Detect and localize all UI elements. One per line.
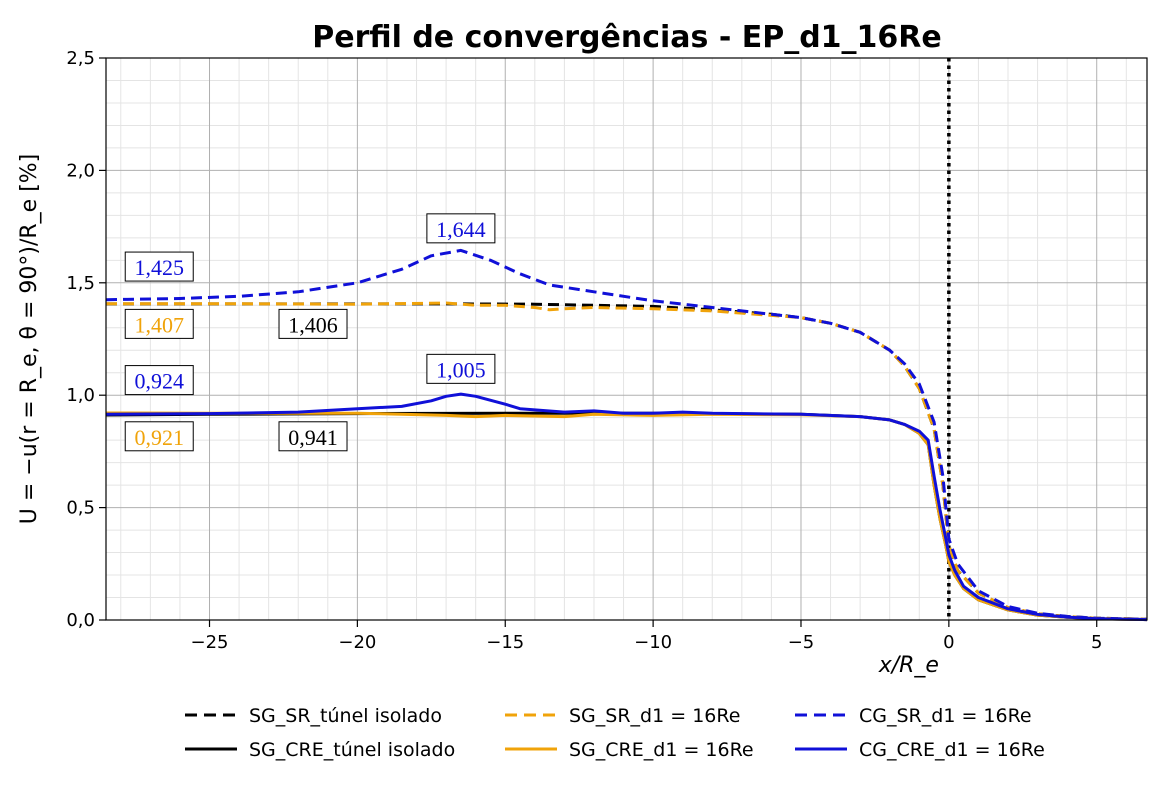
annotation-label: 1,406 [288,312,338,337]
series-line-1 [106,302,1148,621]
annotation-box [124,421,194,452]
annotations: 1,644 1,425 1,407 1,406 1,005 0,924 0,921 0,941 [124,213,496,452]
x-tick-label: −10 [634,632,672,653]
annotation-box [124,365,194,396]
annotation-box [124,251,194,282]
legend-label: SG_SR_d1 = 16Re [569,705,740,727]
x-tick-label: −25 [191,632,229,653]
x-tick-label: −5 [788,632,815,653]
annotation-box [278,421,348,452]
series-line-3 [105,248,1148,621]
annotation-box [278,308,348,339]
axis-ticks: −25 −20 −15 −10 −5 0 5 0,0 0,5 1,0 1,5 2,0 2,5 [66,48,1102,653]
series-line-5 [105,411,1148,622]
annotation-label: 0,924 [134,369,184,394]
x-tick-label: −15 [486,632,524,653]
x-tick-label: −20 [338,632,376,653]
legend-label: SG_CRE_túnel isolado [249,739,455,761]
major-grid [106,57,1147,621]
x-tick-label: 5 [1091,632,1102,653]
series-layer [105,248,1148,622]
annotation-box [426,353,496,384]
chart-title: Perfil de convergências - EP_d1_16Re [312,20,942,55]
annotation-label: 0,921 [134,425,184,450]
series-line-6 [105,392,1148,622]
x-axis-title: x/R_e [878,653,939,678]
annotation-label: 1,644 [436,217,486,242]
annotation-label: 1,425 [134,255,184,280]
annotation-label: 1,407 [134,312,184,337]
y-tick-label: 0,0 [66,610,95,631]
y-tick-label: 2,0 [66,160,95,181]
annotation-label: 1,005 [436,357,486,382]
y-tick-label: 1,5 [66,273,95,294]
legend: SG_SR_túnel isolado SG_SR_d1 = 16Re CG_SR_… [185,705,1045,761]
legend-label: SG_SR_túnel isolado [249,705,442,727]
y-axis-title: U = −u(r = R_e, θ = 90°)/R_e [%] [17,154,42,525]
y-tick-label: 1,0 [66,385,95,406]
legend-label: CG_CRE_d1 = 16Re [859,739,1045,761]
axis-titles: x/R_e U = −u(r = R_e, θ = 90°)/R_e [%] [17,154,939,678]
legend-label: SG_CRE_d1 = 16Re [569,739,754,761]
minor-grid [106,58,1147,620]
annotation-box [124,308,194,339]
series-line-4 [105,411,1148,622]
y-tick-label: 0,5 [66,498,95,519]
legend-label: CG_SR_d1 = 16Re [859,705,1032,727]
y-tick-label: 2,5 [66,48,95,69]
x-tick-label: 0 [943,632,954,653]
plot-frame [105,57,1148,621]
annotation-label: 0,941 [288,425,338,450]
annotation-box [426,213,496,244]
